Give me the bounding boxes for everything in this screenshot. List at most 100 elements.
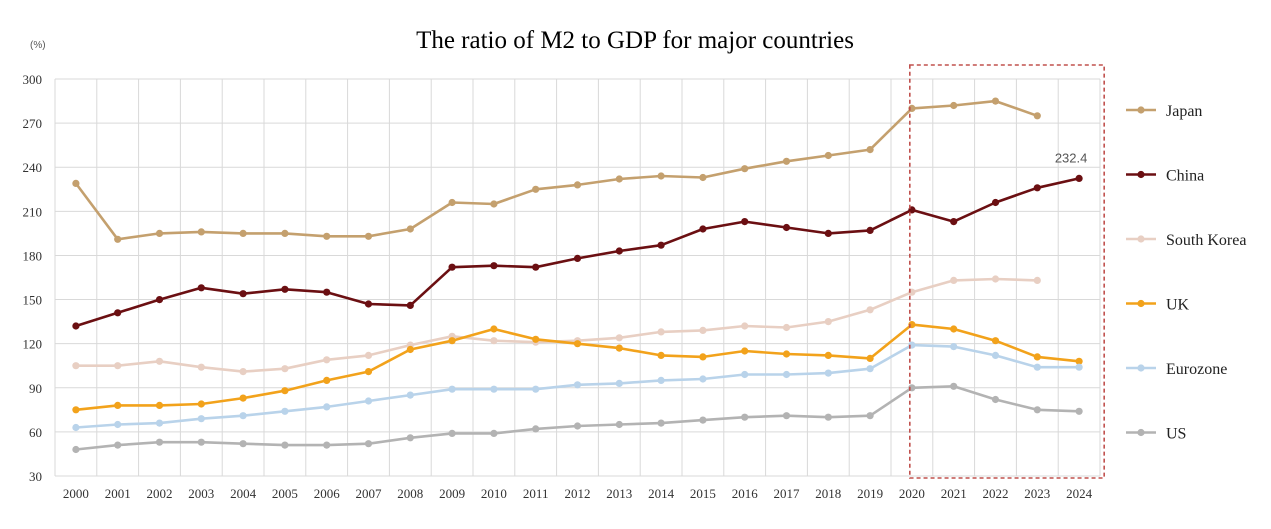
legend-swatch-marker bbox=[1137, 364, 1145, 372]
data-point-us bbox=[991, 395, 1000, 404]
data-point-japan bbox=[866, 146, 874, 154]
data-point-uk bbox=[741, 347, 749, 355]
x-tick-label: 2014 bbox=[648, 486, 675, 501]
data-point-eurozone bbox=[866, 365, 874, 373]
data-point-eurozone bbox=[532, 385, 540, 393]
y-tick-label: 300 bbox=[23, 72, 43, 87]
x-tick-label: 2024 bbox=[1066, 486, 1093, 501]
data-point-japan bbox=[72, 179, 80, 187]
data-point-uk bbox=[114, 401, 122, 409]
x-tick-label: 2000 bbox=[63, 486, 89, 501]
data-point-eurozone bbox=[239, 412, 247, 420]
data-point-uk bbox=[699, 353, 707, 361]
data-point-south-korea bbox=[741, 322, 749, 330]
data-point-uk bbox=[448, 337, 456, 345]
data-point-south-korea bbox=[824, 318, 832, 326]
x-tick-label: 2009 bbox=[439, 486, 465, 501]
legend-label: South Korea bbox=[1166, 232, 1246, 249]
series-uk bbox=[72, 321, 1083, 414]
data-point-china bbox=[741, 218, 749, 226]
data-point-japan bbox=[406, 225, 414, 233]
data-point-south-korea bbox=[490, 337, 498, 345]
y-tick-label: 120 bbox=[23, 337, 43, 352]
data-point-china bbox=[615, 247, 623, 255]
x-tick-label: 2008 bbox=[397, 486, 423, 501]
x-tick-label: 2020 bbox=[899, 486, 925, 501]
data-point-eurozone bbox=[782, 370, 791, 379]
data-point-china bbox=[114, 309, 122, 317]
chart-title: The ratio of M2 to GDP for major countri… bbox=[416, 27, 854, 54]
data-point-japan bbox=[323, 232, 331, 240]
legend-item-china: China bbox=[1126, 168, 1204, 185]
data-point-south-korea bbox=[782, 323, 791, 332]
data-point-us bbox=[197, 438, 205, 446]
data-point-eurozone bbox=[741, 370, 749, 379]
data-point-japan bbox=[532, 185, 540, 193]
data-point-china bbox=[991, 198, 1000, 207]
data-point-uk bbox=[615, 344, 623, 352]
data-point-china bbox=[699, 225, 707, 233]
data-point-china bbox=[281, 285, 289, 293]
data-point-eurozone bbox=[364, 397, 373, 405]
data-point-japan bbox=[657, 172, 665, 180]
x-tick-label: 2004 bbox=[230, 486, 257, 501]
data-point-uk bbox=[1075, 357, 1083, 365]
data-point-us bbox=[490, 429, 498, 437]
legend: Japan China South Korea UK Eurozone US bbox=[1126, 103, 1246, 443]
data-point-south-korea bbox=[239, 368, 247, 376]
data-point-uk bbox=[490, 325, 498, 333]
series-line-china bbox=[75, 177, 1080, 328]
data-point-us bbox=[615, 420, 623, 429]
x-tick-label: 2018 bbox=[815, 486, 841, 501]
data-point-eurozone bbox=[824, 369, 832, 377]
data-point-eurozone bbox=[406, 391, 414, 399]
legend-label: UK bbox=[1166, 297, 1190, 314]
data-point-china bbox=[824, 229, 832, 237]
data-point-uk bbox=[824, 351, 832, 359]
data-point-japan bbox=[114, 235, 122, 243]
data-point-china bbox=[364, 300, 373, 308]
data-point-uk bbox=[1033, 353, 1041, 361]
data-point-eurozone bbox=[991, 351, 1000, 359]
data-point-south-korea bbox=[950, 276, 958, 284]
x-tick-label: 2006 bbox=[314, 486, 341, 501]
data-point-japan bbox=[741, 165, 749, 173]
data-point-china bbox=[782, 223, 791, 232]
data-point-china bbox=[239, 290, 247, 298]
data-point-japan bbox=[950, 101, 958, 110]
data-point-us bbox=[950, 382, 958, 390]
data-point-japan bbox=[782, 157, 791, 165]
data-point-japan bbox=[824, 151, 832, 160]
x-tick-label: 2003 bbox=[188, 486, 214, 501]
data-point-us bbox=[1075, 407, 1083, 415]
data-label: 232.4 bbox=[1055, 150, 1088, 165]
data-point-south-korea bbox=[699, 326, 707, 334]
data-point-uk bbox=[950, 325, 958, 333]
x-tick-label: 2001 bbox=[105, 486, 131, 501]
data-point-uk bbox=[197, 400, 205, 408]
data-point-uk bbox=[239, 394, 247, 402]
data-point-south-korea bbox=[281, 365, 289, 373]
data-point-china bbox=[866, 226, 874, 234]
data-point-japan bbox=[155, 229, 164, 237]
annotations: 232.4 bbox=[909, 64, 1105, 479]
legend-swatch-marker bbox=[1137, 428, 1145, 437]
data-point-south-korea bbox=[1033, 276, 1041, 284]
data-point-us bbox=[741, 413, 749, 421]
y-tick-label: 180 bbox=[23, 248, 43, 263]
data-point-eurozone bbox=[281, 407, 289, 415]
data-point-eurozone bbox=[950, 343, 958, 351]
data-point-china bbox=[406, 301, 414, 309]
data-point-china bbox=[490, 262, 498, 270]
series-line-japan bbox=[74, 99, 1038, 241]
data-point-us bbox=[281, 441, 289, 449]
data-point-japan bbox=[239, 229, 247, 237]
data-point-south-korea bbox=[114, 362, 122, 370]
data-point-south-korea bbox=[991, 275, 1000, 283]
x-axis-ticks: 2000 2001 2002 2003 2004 2005 2006 2007 2008 2009… bbox=[63, 486, 1093, 501]
data-point-uk bbox=[323, 376, 331, 384]
data-point-china bbox=[1075, 174, 1083, 182]
data-point-us bbox=[657, 419, 665, 427]
data-point-us bbox=[114, 441, 122, 449]
